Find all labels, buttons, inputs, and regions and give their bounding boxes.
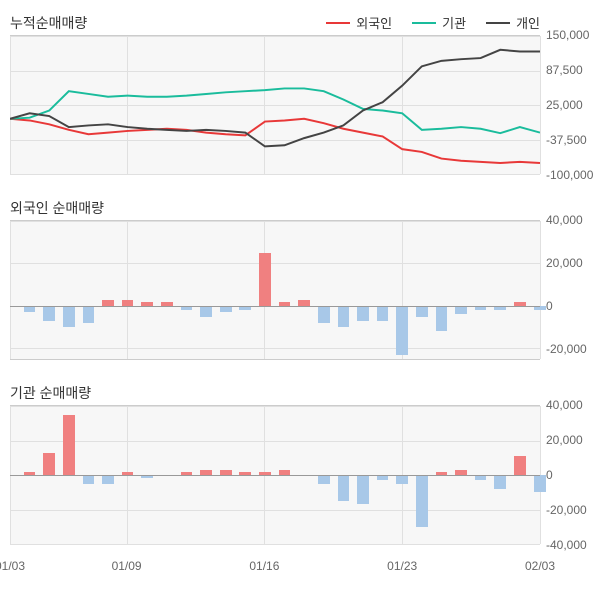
bar (338, 475, 350, 501)
legend-label-individual: 개인 (516, 13, 540, 32)
bar (416, 475, 428, 527)
x-tick-label: 01/09 (112, 559, 142, 573)
panel-cumulative: 누적순매매량 외국인 기관 개인 (10, 10, 540, 175)
legend-line-institution (412, 22, 436, 24)
bar (396, 475, 408, 484)
bar (357, 306, 369, 321)
panel-institution: 기관 순매매량 (10, 380, 540, 545)
gridline-v (127, 221, 128, 359)
bar (43, 453, 55, 475)
y-tick-label: -37,500 (546, 133, 587, 147)
x-tick-label: 01/16 (249, 559, 279, 573)
bar (514, 456, 526, 475)
panel1-header: 누적순매매량 외국인 기관 개인 (10, 10, 540, 35)
y-tick-label: 40,000 (546, 398, 583, 412)
y-tick-label: -40,000 (546, 538, 587, 552)
y-tick-label: -20,000 (546, 503, 587, 517)
x-tick-label: 02/03 (525, 559, 555, 573)
line-individual (10, 50, 540, 147)
line-institution (10, 88, 540, 133)
y-tick-label: 20,000 (546, 256, 583, 270)
bar (63, 415, 75, 475)
chart-container: 누적순매매량 외국인 기관 개인 외국인 순매매량 기관 순매매량 (0, 0, 600, 604)
panel2-plot (10, 220, 540, 360)
legend-foreign: 외국인 (326, 13, 392, 32)
bar (83, 306, 95, 323)
panel1-title: 누적순매매량 (10, 13, 87, 33)
gridline-h (10, 406, 540, 407)
bar (200, 306, 212, 317)
y-tick-label: -100,000 (546, 168, 593, 182)
x-tick-label: 01/23 (387, 559, 417, 573)
bar (43, 306, 55, 321)
panel2-title: 외국인 순매매량 (10, 198, 104, 218)
y-tick-label: 87,500 (546, 63, 583, 77)
bar (436, 306, 448, 331)
bar (338, 306, 350, 327)
y-tick-label: -20,000 (546, 342, 587, 356)
legend-individual: 개인 (486, 13, 540, 32)
bar (318, 475, 330, 484)
panel3-plot (10, 405, 540, 545)
bar (357, 475, 369, 504)
legend-label-institution: 기관 (442, 13, 466, 32)
y-tick-label: 0 (546, 468, 553, 482)
bar (534, 475, 546, 492)
x-axis: 01/0301/0901/1601/2302/03 (10, 555, 540, 585)
y-tick-label: 40,000 (546, 213, 583, 227)
bar (83, 475, 95, 484)
panel3-title: 기관 순매매량 (10, 383, 91, 403)
legend-label-foreign: 외국인 (356, 13, 392, 32)
gridline-v (540, 221, 541, 359)
x-tick-label: 01/03 (0, 559, 25, 573)
bar (259, 253, 271, 306)
y-tick-label: 25,000 (546, 98, 583, 112)
bar (377, 306, 389, 321)
bar (318, 306, 330, 323)
panel3-header: 기관 순매매량 (10, 380, 540, 405)
y-tick-label: 150,000 (546, 28, 589, 42)
bar (396, 306, 408, 355)
y-tick-label: 20,000 (546, 433, 583, 447)
legend-line-individual (486, 22, 510, 24)
gridline-h (10, 348, 540, 349)
bar (455, 306, 467, 314)
panel2-header: 외국인 순매매량 (10, 195, 540, 220)
bar (102, 475, 114, 484)
bar (63, 306, 75, 327)
gridline-v (10, 221, 11, 359)
legend-institution: 기관 (412, 13, 466, 32)
gridline-h (10, 510, 540, 511)
bar (494, 475, 506, 489)
y-tick-label: 0 (546, 299, 553, 313)
gridline-v (540, 36, 541, 174)
legend-line-foreign (326, 22, 350, 24)
gridline-h (10, 544, 540, 545)
gridline-h (10, 174, 540, 175)
panel1-plot (10, 35, 540, 175)
gridline-h (10, 263, 540, 264)
bar (416, 306, 428, 317)
gridline-h (10, 441, 540, 442)
panel-foreign: 외국인 순매매량 (10, 195, 540, 360)
gridline-h (10, 221, 540, 222)
